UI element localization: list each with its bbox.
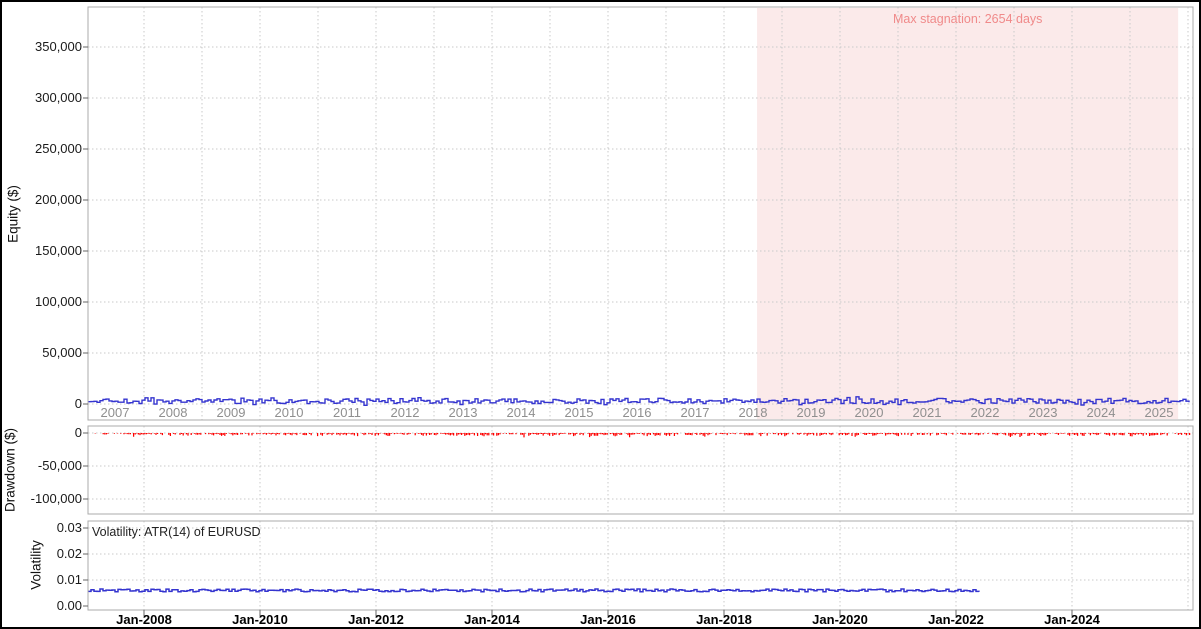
volatility-series xyxy=(88,588,980,593)
equity-series xyxy=(88,396,1190,406)
drawdown-series xyxy=(94,433,1191,438)
